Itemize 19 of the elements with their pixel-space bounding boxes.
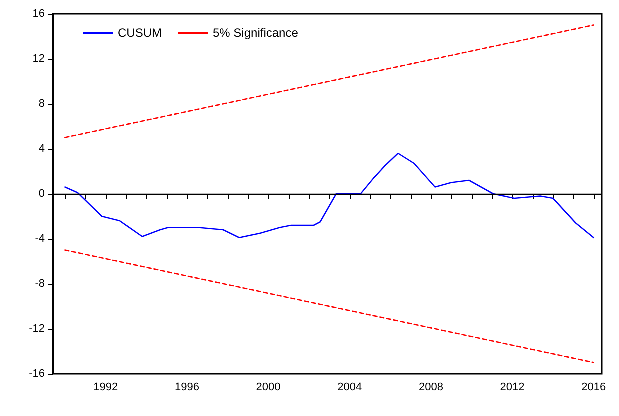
legend-label: 5% Significance bbox=[213, 26, 299, 40]
x-tick-label: 2004 bbox=[338, 382, 362, 394]
x-tick-label: 2016 bbox=[582, 382, 606, 394]
y-tick-label: -16 bbox=[29, 368, 45, 380]
y-tick-label: 16 bbox=[32, 8, 45, 20]
x-tick-label: 1992 bbox=[94, 382, 118, 394]
y-tick-label: 12 bbox=[32, 53, 45, 65]
legend-label: CUSUM bbox=[118, 26, 162, 40]
y-tick-label: 4 bbox=[38, 143, 45, 155]
x-tick-label: 2000 bbox=[256, 382, 281, 394]
y-tick-label: -4 bbox=[35, 233, 45, 245]
y-tick-label: 0 bbox=[38, 188, 45, 200]
y-tick-label: -8 bbox=[35, 278, 45, 290]
y-tick-label: 8 bbox=[38, 98, 45, 110]
y-tick-label: -12 bbox=[29, 323, 45, 335]
x-tick-label: 2008 bbox=[418, 382, 444, 394]
x-tick-label: 1996 bbox=[174, 382, 200, 394]
line-series bbox=[64, 152, 595, 239]
x-tick-label: 2012 bbox=[500, 382, 525, 394]
